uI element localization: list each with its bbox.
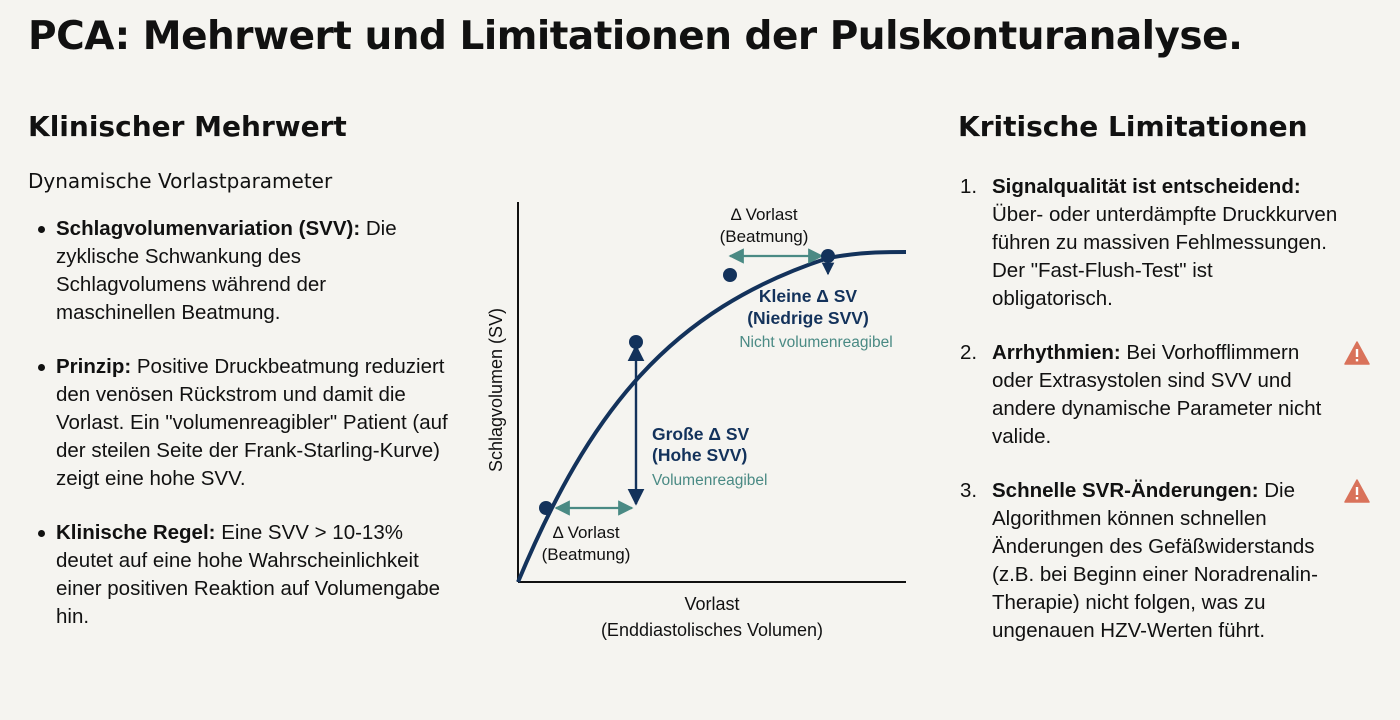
limitations-heading: Kritische Limitationen: [958, 110, 1308, 143]
volume-responsive-note: Volumenreagibel: [652, 472, 767, 489]
item-number: 3.: [960, 479, 978, 502]
item-term: Arrhythmien:: [992, 341, 1121, 364]
high-preload-delta-sublabel: (Beatmung): [720, 227, 809, 246]
item-term: Signalqualität ist entscheidend:: [992, 175, 1301, 198]
item-text: Über- oder unterdämpfte Druckkurven führ…: [992, 203, 1338, 310]
dynamic-preload-subheading: Dynamische Vorlastparameter: [28, 169, 333, 193]
high-preload-delta-label: Δ Vorlast: [730, 205, 797, 224]
bullet-text: Eine SVV > 10-13% deutet auf eine hohe W…: [56, 521, 441, 628]
bullet-term: Klinische Regel:: [56, 521, 216, 544]
left-column: Klinischer Mehrwert Dynamische Vorlastpa…: [28, 110, 448, 657]
limitations-list: 1. Signalqualität ist entscheidend: Über…: [958, 173, 1378, 645]
bullet-text: Positive Druckbeatmung reduziert den ven…: [56, 355, 448, 490]
data-point: [723, 268, 737, 282]
y-axis-label: Schlagvolumen (SV): [486, 308, 506, 472]
warning-icon: [1344, 341, 1370, 365]
bullet-dot-icon: [38, 364, 45, 371]
low-preload-delta-label: Δ Vorlast: [552, 523, 619, 542]
small-sv-sublabel: (Niedrige SVV): [747, 308, 869, 328]
not-volume-responsive-note: Nicht volumenreagibel: [739, 334, 892, 351]
list-item: 3. Schnelle SVR-Änderungen: Die Algorith…: [958, 477, 1378, 645]
data-point: [629, 335, 643, 349]
warning-icon: [1344, 479, 1370, 503]
data-point: [821, 249, 835, 263]
x-axis-label: Vorlast: [684, 594, 739, 614]
bullet-dot-icon: [38, 530, 45, 537]
frank-starling-diagram: Schlagvolumen (SV) Vorlast (Enddiastolis…: [486, 202, 907, 640]
list-item: 2. Arrhythmien: Bei Vorhofflimmern oder …: [958, 339, 1378, 451]
list-item: Klinische Regel: Eine SVV > 10-13% deute…: [28, 519, 448, 631]
big-sv-sublabel: (Hohe SVV): [652, 445, 747, 465]
list-item: Prinzip: Positive Druckbeatmung reduzier…: [28, 353, 448, 493]
item-number: 1.: [960, 175, 978, 198]
page-title: PCA: Mehrwert und Limitationen der Pulsk…: [28, 14, 1243, 59]
bullet-text: Die zyklische Schwankung des Schlagvolum…: [56, 217, 397, 324]
clinical-value-list: Schlagvolumenvariation (SVV): Die zyklis…: [28, 215, 448, 631]
list-item: Schlagvolumenvariation (SVV): Die zyklis…: [28, 215, 448, 327]
clinical-value-heading: Klinischer Mehrwert: [28, 110, 347, 143]
frank-starling-curve: [516, 250, 907, 583]
bullet-term: Schlagvolumenvariation (SVV):: [56, 217, 361, 240]
x-axis-label-sub: (Enddiastolisches Volumen): [601, 620, 823, 640]
low-preload-delta-sublabel: (Beatmung): [542, 545, 631, 564]
item-number: 2.: [960, 341, 978, 364]
small-sv-label: Kleine Δ SV: [759, 286, 857, 306]
item-text: Bei Vorhofflimmern oder Extrasystolen si…: [992, 341, 1322, 448]
item-term: Schnelle SVR-Änderungen:: [992, 479, 1259, 502]
data-point: [539, 501, 553, 515]
right-column: Kritische Limitationen 1. Signalqualität…: [958, 110, 1378, 671]
bullet-dot-icon: [38, 226, 45, 233]
big-sv-label: Große Δ SV: [652, 424, 750, 444]
bullet-term: Prinzip:: [56, 355, 132, 378]
list-item: 1. Signalqualität ist entscheidend: Über…: [958, 173, 1378, 313]
item-text: Die Algorithmen können schnellen Änderun…: [992, 479, 1318, 642]
